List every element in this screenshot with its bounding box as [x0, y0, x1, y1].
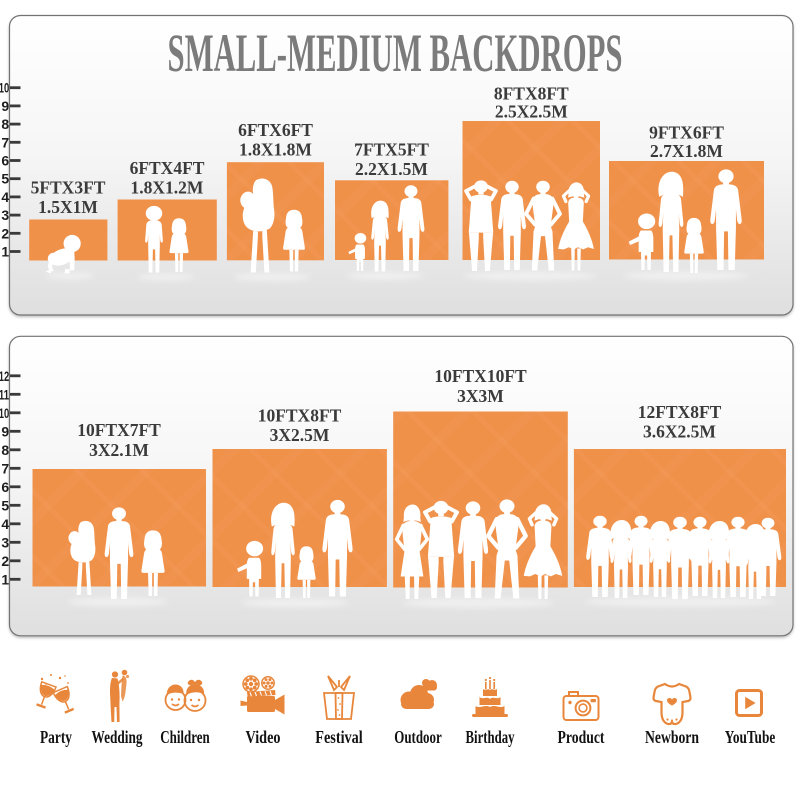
- svg-text:6FTX4FT: 6FTX4FT: [130, 158, 205, 178]
- svg-text:4: 4: [1, 189, 9, 205]
- svg-text:2.7X1.8M: 2.7X1.8M: [650, 141, 723, 161]
- svg-text:6FTX6FT: 6FTX6FT: [238, 120, 313, 140]
- svg-text:2.5X2.5M: 2.5X2.5M: [495, 102, 568, 122]
- svg-text:8: 8: [1, 116, 9, 132]
- svg-text:8: 8: [1, 442, 9, 458]
- svg-text:9FTX6FT: 9FTX6FT: [649, 123, 724, 143]
- svg-text:6: 6: [1, 153, 9, 169]
- svg-text:Product: Product: [558, 727, 605, 747]
- svg-text:SMALL-MEDIUM BACKDROPS: SMALL-MEDIUM BACKDROPS: [168, 23, 623, 83]
- svg-text:Newborn: Newborn: [645, 727, 699, 747]
- svg-text:Party: Party: [40, 727, 72, 747]
- svg-text:11: 11: [0, 386, 9, 402]
- svg-text:3: 3: [1, 534, 9, 550]
- svg-text:7: 7: [1, 460, 9, 476]
- svg-text:Outdoor: Outdoor: [394, 727, 442, 747]
- svg-text:7: 7: [1, 134, 9, 150]
- svg-text:10FTX8FT: 10FTX8FT: [258, 406, 342, 426]
- svg-text:1.8X1.8M: 1.8X1.8M: [239, 140, 312, 160]
- svg-text:1: 1: [1, 244, 9, 260]
- svg-text:YouTube: YouTube: [725, 727, 776, 747]
- svg-text:5: 5: [1, 171, 9, 187]
- svg-text:10: 10: [0, 80, 9, 96]
- svg-text:12: 12: [0, 368, 9, 384]
- svg-text:6: 6: [1, 479, 9, 495]
- svg-text:Wedding: Wedding: [92, 727, 143, 747]
- svg-text:10FTX7FT: 10FTX7FT: [77, 420, 161, 440]
- svg-text:5FTX3FT: 5FTX3FT: [31, 178, 106, 198]
- svg-text:Children: Children: [160, 727, 210, 747]
- svg-text:8FTX8FT: 8FTX8FT: [494, 84, 569, 104]
- svg-text:2: 2: [1, 553, 9, 569]
- svg-text:2: 2: [1, 225, 9, 241]
- svg-text:Birthday: Birthday: [466, 727, 515, 747]
- svg-text:10: 10: [0, 405, 9, 421]
- svg-text:10FTX10FT: 10FTX10FT: [434, 366, 527, 386]
- svg-text:5: 5: [1, 497, 9, 513]
- svg-text:1.5X1M: 1.5X1M: [38, 197, 98, 217]
- svg-text:12FTX8FT: 12FTX8FT: [638, 402, 722, 422]
- svg-text:Festival: Festival: [315, 727, 363, 747]
- svg-text:9: 9: [1, 423, 9, 439]
- svg-text:3X2.5M: 3X2.5M: [270, 425, 330, 445]
- svg-text:2.2X1.5M: 2.2X1.5M: [355, 159, 428, 179]
- svg-text:1.8X1.2M: 1.8X1.2M: [131, 178, 204, 198]
- svg-text:3: 3: [1, 207, 9, 223]
- svg-text:3.6X2.5M: 3.6X2.5M: [643, 422, 716, 442]
- svg-text:7FTX5FT: 7FTX5FT: [354, 140, 429, 160]
- svg-text:4: 4: [1, 516, 9, 532]
- svg-text:3X3M: 3X3M: [457, 386, 504, 406]
- svg-text:Video: Video: [246, 727, 281, 747]
- svg-text:1: 1: [1, 571, 9, 587]
- svg-text:9: 9: [1, 98, 9, 114]
- svg-text:3X2.1M: 3X2.1M: [89, 440, 149, 460]
